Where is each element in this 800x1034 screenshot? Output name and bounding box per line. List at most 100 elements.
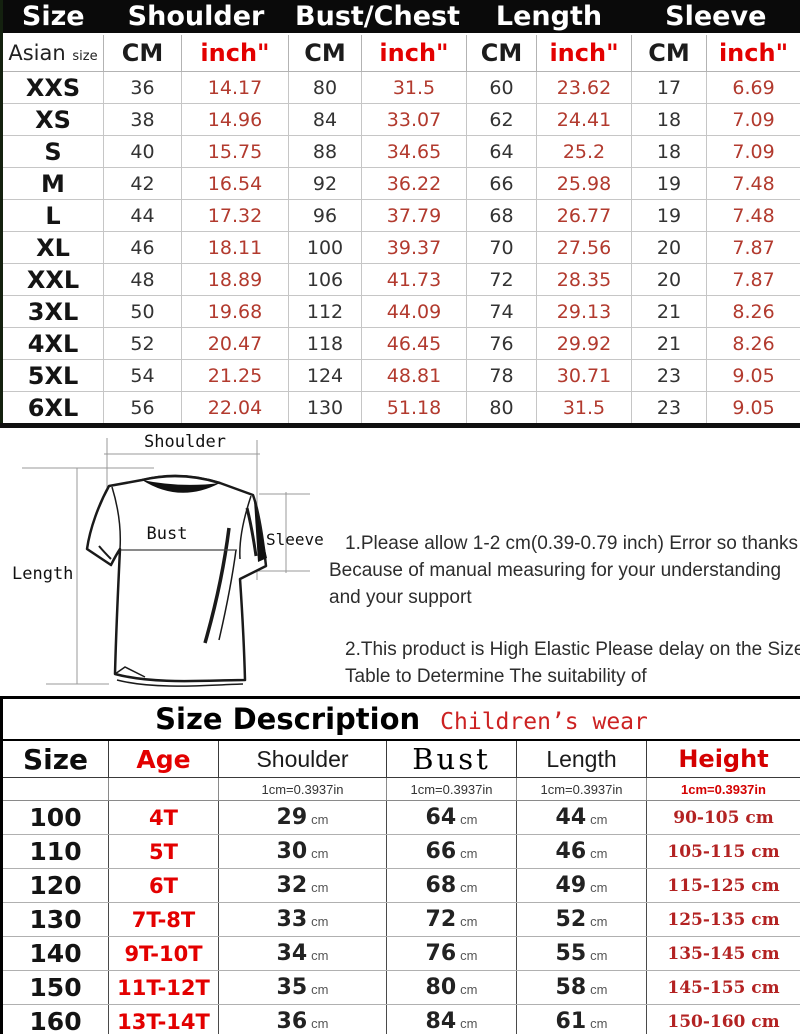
cm-value-cell: 36 <box>103 71 182 104</box>
inch-value-cell: 33.07 <box>361 103 467 136</box>
children-size-row: 130 7T-8T 33 cm 72 cm 52 cm 125-135 cm <box>1 902 800 937</box>
length-measurement-cell: 61 cm <box>516 1004 647 1034</box>
measurement-value: 34 <box>276 941 308 966</box>
cm-value-cell: 84 <box>288 103 362 136</box>
cm-unit-header: CM <box>466 34 537 72</box>
cm-value-cell: 130 <box>288 391 362 426</box>
inch-value-cell: 8.26 <box>706 295 800 328</box>
cm-value-cell: 56 <box>103 391 182 426</box>
inch-value-cell: 51.18 <box>361 391 467 426</box>
children-size-row: 160 13T-14T 36 cm 84 cm 61 cm 150-160 cm <box>1 1004 800 1034</box>
size-label-cell: XS <box>1 103 104 136</box>
children-size-row: 140 9T-10T 34 cm 76 cm 55 cm 135-145 cm <box>1 936 800 971</box>
col-header-size: Size <box>1 740 109 778</box>
children-table-header-row: Size Age Shoulder Bust Length Height <box>1 740 800 778</box>
size-row: M 42 16.54 92 36.22 66 25.98 19 7.48 <box>1 167 800 200</box>
age-cell: 7T-8T <box>108 902 219 937</box>
height-range-cell: 105-115 cm <box>645 834 800 869</box>
tshirt-outline <box>85 474 268 683</box>
bust-measurement-cell: 84 cm <box>386 1004 517 1034</box>
adult-size-table: Size Shoulder Bust/Chest Length Sleeve A… <box>0 0 800 428</box>
measurement-value: 68 <box>425 873 457 898</box>
measurement-value: 33 <box>276 907 308 932</box>
tshirt-neckline <box>141 474 221 484</box>
cm-value-cell: 112 <box>288 295 362 328</box>
inch-unit-header: inch" <box>181 34 289 72</box>
children-size-table: Size Description Children’s wear Size Age… <box>0 696 800 1034</box>
size-label-cell: XXL <box>1 263 104 296</box>
cm-value-cell: 80 <box>288 71 362 104</box>
empty-cell <box>1 777 109 801</box>
child-size-cell: 130 <box>1 902 109 937</box>
inch-value-cell: 29.92 <box>535 327 633 360</box>
cm-value-cell: 21 <box>631 327 708 360</box>
cm-value-cell: 72 <box>466 263 537 296</box>
cm-unit-label: cm <box>311 1016 329 1031</box>
height-range-cell: 145-155 cm <box>645 970 800 1005</box>
children-size-row: 110 5T 30 cm 66 cm 46 cm 105-115 cm <box>1 834 800 869</box>
inch-value-cell: 17.32 <box>181 199 289 232</box>
cm-value-cell: 20 <box>631 263 708 296</box>
inch-value-cell: 28.35 <box>535 263 633 296</box>
inch-value-cell: 22.04 <box>181 391 289 426</box>
inch-value-cell: 36.22 <box>361 167 467 200</box>
inch-value-cell: 34.65 <box>361 135 467 168</box>
sleeve-shadow <box>254 500 267 562</box>
shoulder-measurement-cell: 35 cm <box>218 970 387 1005</box>
cm-unit-label: cm <box>590 812 608 827</box>
column-header-shoulder: Shoulder <box>103 0 289 35</box>
inch-value-cell: 7.48 <box>706 167 800 200</box>
size-label-cell: XXS <box>1 71 104 104</box>
adult-table-body: XXS 36 14.17 80 31.5 60 23.62 17 6.69 XS 38 14.96 84… <box>1 71 800 426</box>
measurement-value: 64 <box>425 805 457 830</box>
adult-table-unit-row: Asian size CM inch" CM inch" CM inch" CM… <box>1 34 800 72</box>
height-range-cell: 135-145 cm <box>645 936 800 971</box>
length-measurement-cell: 52 cm <box>516 902 647 937</box>
children-size-row: 120 6T 32 cm 68 cm 49 cm 115-125 cm <box>1 868 800 903</box>
inch-value-cell: 16.54 <box>181 167 289 200</box>
col-header-height: Height <box>645 740 800 778</box>
cm-unit-label: cm <box>460 948 478 963</box>
inch-value-cell: 39.37 <box>361 231 467 264</box>
size-small-label: size <box>72 49 98 64</box>
child-size-cell: 160 <box>1 1004 109 1034</box>
size-row: 3XL 50 19.68 112 44.09 74 29.13 21 8.26 <box>1 295 800 328</box>
size-row: L 44 17.32 96 37.79 68 26.77 19 7.48 <box>1 199 800 232</box>
age-cell: 4T <box>108 800 219 835</box>
cm-unit-label: cm <box>460 880 478 895</box>
size-row: XS 38 14.96 84 33.07 62 24.41 18 7.09 <box>1 103 800 136</box>
child-size-cell: 110 <box>1 834 109 869</box>
cm-value-cell: 19 <box>631 167 708 200</box>
size-label-cell: XL <box>1 231 104 264</box>
child-size-cell: 150 <box>1 970 109 1005</box>
note-2: 2.This product is High Elastic Please de… <box>329 636 800 690</box>
height-range-cell: 150-160 cm <box>645 1004 800 1034</box>
cm-unit-label: cm <box>590 914 608 929</box>
inch-value-cell: 37.79 <box>361 199 467 232</box>
measurement-diagram-section: Shoulder Bust Sleeve Length 1.Please all… <box>0 428 800 696</box>
cm-value-cell: 20 <box>631 231 708 264</box>
children-size-row: 100 4T 29 cm 64 cm 44 cm 90-105 cm <box>1 800 800 835</box>
shoulder-measurement-cell: 32 cm <box>218 868 387 903</box>
size-row: XXS 36 14.17 80 31.5 60 23.62 17 6.69 <box>1 71 800 104</box>
col-header-shoulder: Shoulder <box>218 740 387 778</box>
measurement-value: 58 <box>555 975 587 1000</box>
size-label-cell: S <box>1 135 104 168</box>
inch-value-cell: 18.89 <box>181 263 289 296</box>
inch-value-cell: 41.73 <box>361 263 467 296</box>
cm-value-cell: 52 <box>103 327 182 360</box>
shoulder-measurement-cell: 33 cm <box>218 902 387 937</box>
column-header-sleeve: Sleeve <box>631 0 800 35</box>
cm-value-cell: 48 <box>103 263 182 296</box>
size-row: S 40 15.75 88 34.65 64 25.2 18 7.09 <box>1 135 800 168</box>
child-size-cell: 140 <box>1 936 109 971</box>
inch-value-cell: 31.5 <box>535 391 633 426</box>
size-label-cell: L <box>1 199 104 232</box>
inch-value-cell: 48.81 <box>361 359 467 392</box>
inch-value-cell: 7.87 <box>706 231 800 264</box>
conversion-note: 1cm=0.3937in <box>516 777 647 801</box>
size-description-title: Size Description <box>155 702 421 736</box>
size-label-cell: 3XL <box>1 295 104 328</box>
conversion-note: 1cm=0.3937in <box>218 777 387 801</box>
column-header-size: Size <box>1 0 104 35</box>
